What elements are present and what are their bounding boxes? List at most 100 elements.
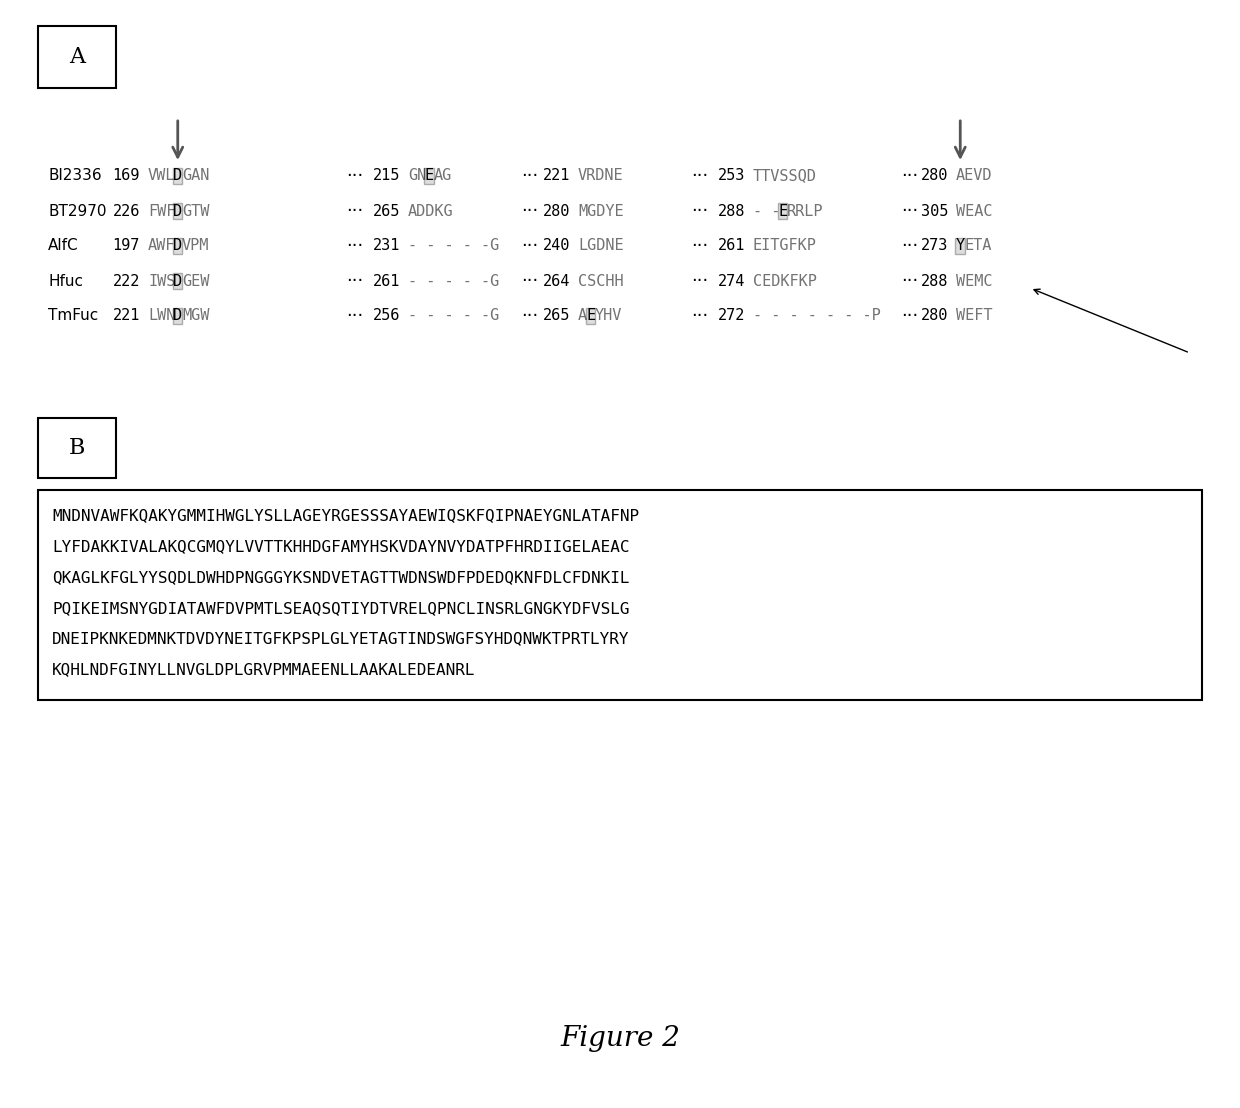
Text: 265: 265 [373, 204, 401, 218]
Text: VRDNE: VRDNE [578, 168, 624, 184]
Text: VWL: VWL [148, 168, 175, 184]
Text: D: D [174, 274, 182, 288]
Bar [172, 274, 182, 289]
Text: ···: ··· [521, 202, 538, 220]
Text: AWF: AWF [148, 238, 175, 254]
Text: ···: ··· [692, 307, 708, 325]
Text: ETA: ETA [965, 238, 992, 254]
Text: - - - - -G: - - - - -G [408, 308, 500, 324]
Text: 265: 265 [543, 308, 570, 324]
Text: D: D [174, 204, 182, 218]
Text: 197: 197 [113, 238, 140, 254]
Text: GAN: GAN [182, 168, 210, 184]
Text: AEVD: AEVD [956, 168, 992, 184]
Text: 280: 280 [920, 308, 949, 324]
Text: ···: ··· [692, 167, 708, 185]
Text: ···: ··· [346, 167, 363, 185]
Text: ···: ··· [521, 167, 538, 185]
Text: 240: 240 [543, 238, 570, 254]
Text: WEMC: WEMC [956, 274, 992, 288]
Text: VPM: VPM [182, 238, 210, 254]
Text: DNEIPKNKEDMNKTDVDYNEITGFKPSPLGLYETAGTINDSWGFSYHDQNWKTPRTLYRY: DNEIPKNKEDMNKTDVDYNEITGFKPSPLGLYETAGTIND… [52, 632, 630, 647]
Text: Figure 2: Figure 2 [560, 1025, 680, 1051]
Text: TmFuc: TmFuc [48, 308, 98, 324]
Text: ···: ··· [521, 237, 538, 255]
Text: ···: ··· [346, 237, 363, 255]
Text: E: E [587, 308, 595, 324]
Text: FWF: FWF [148, 204, 175, 218]
Text: KQHLNDFGINYLLNVGLDPLGRVPMMAEENLLAAKALEDEANRL: KQHLNDFGINYLLNVGLDPLGRVPMMAEENLLAAKALEDE… [52, 663, 475, 677]
Text: 272: 272 [718, 308, 745, 324]
Text: ···: ··· [901, 271, 919, 290]
Text: WEFT: WEFT [956, 308, 992, 324]
Text: TTVSSQD: TTVSSQD [753, 168, 817, 184]
Bar [424, 168, 434, 184]
Text: 288: 288 [920, 274, 949, 288]
Text: A: A [69, 47, 86, 68]
Text: CSCHH: CSCHH [578, 274, 624, 288]
Bar [38, 490, 1202, 700]
Text: 264: 264 [543, 274, 570, 288]
Text: ···: ··· [901, 202, 919, 220]
Text: LGDNE: LGDNE [578, 238, 624, 254]
Bar [172, 238, 182, 254]
Bar [172, 308, 182, 324]
Text: Bl2336: Bl2336 [48, 168, 102, 184]
Bar [38, 25, 117, 88]
Text: LWN: LWN [148, 308, 175, 324]
Bar [955, 238, 965, 254]
Bar [172, 203, 182, 218]
Text: 261: 261 [373, 274, 401, 288]
Bar [38, 418, 117, 478]
Text: AlfC: AlfC [48, 238, 78, 254]
Text: ···: ··· [521, 307, 538, 325]
Text: - - - - -G: - - - - -G [408, 274, 500, 288]
Text: - - - - -G: - - - - -G [408, 238, 500, 254]
Text: ···: ··· [692, 202, 708, 220]
Text: Hfuc: Hfuc [48, 274, 83, 288]
Text: D: D [174, 308, 182, 324]
Text: ···: ··· [692, 237, 708, 255]
Text: B: B [68, 437, 86, 459]
Text: GN: GN [408, 168, 427, 184]
Text: E: E [779, 204, 787, 218]
Text: 222: 222 [113, 274, 140, 288]
Text: MNDNVAWFKQAKYGMMIHWGLYSLLAGEYRGESSSAYAEWIQSKFQIPNAEYGNLATAFNP: MNDNVAWFKQAKYGMMIHWGLYSLLAGEYRGESSSAYAEW… [52, 507, 639, 523]
Text: CEDKFKP: CEDKFKP [753, 274, 817, 288]
Text: RRLP: RRLP [787, 204, 823, 218]
Text: D: D [174, 238, 182, 254]
Text: ···: ··· [346, 202, 363, 220]
Text: 169: 169 [113, 168, 140, 184]
Text: ···: ··· [346, 271, 363, 290]
Text: QKAGLKFGLYYSQDLDWHDPNGGGYKSNDVETAGTTWDNSWDFPDEDQKNFDLCFDNKIL: QKAGLKFGLYYSQDLDWHDPNGGGYKSNDVETAGTTWDNS… [52, 570, 630, 585]
Text: E: E [425, 168, 434, 184]
Text: D: D [174, 168, 182, 184]
Text: ···: ··· [346, 307, 363, 325]
Text: 280: 280 [920, 168, 949, 184]
Text: 305: 305 [920, 204, 949, 218]
Text: 226: 226 [113, 204, 140, 218]
Text: - - - - - - -P: - - - - - - -P [753, 308, 880, 324]
Text: 280: 280 [543, 204, 570, 218]
Text: GTW: GTW [182, 204, 210, 218]
Text: ···: ··· [521, 271, 538, 290]
Text: 231: 231 [373, 238, 401, 254]
Text: 256: 256 [373, 308, 401, 324]
Text: MGDYE: MGDYE [578, 204, 624, 218]
Text: 215: 215 [373, 168, 401, 184]
Text: PQIKEIMSNYGDIATAWFDVPMTLSEAQSQTIYDTVRELQPNCLINSRLGNGKYDFVSLG: PQIKEIMSNYGDIATAWFDVPMTLSEAQSQTIYDTVRELQ… [52, 601, 630, 616]
Text: YHV: YHV [595, 308, 622, 324]
Text: ADDKG: ADDKG [408, 204, 454, 218]
Bar [777, 203, 787, 218]
Text: BT2970: BT2970 [48, 204, 107, 218]
Text: MGW: MGW [182, 308, 210, 324]
Text: ···: ··· [901, 167, 919, 185]
Text: ···: ··· [901, 237, 919, 255]
Text: - -: - - [753, 204, 780, 218]
Text: 261: 261 [718, 238, 745, 254]
Text: LYFDAKKIVALAKQCGMQYLVVTTKHHDGFAMYHSKVDAYNVYDATPFHRDIIGELAEAC: LYFDAKKIVALAKQCGMQYLVVTTKHHDGFAMYHSKVDAY… [52, 538, 630, 554]
Text: 221: 221 [113, 308, 140, 324]
Text: WEAC: WEAC [956, 204, 992, 218]
Text: IWS: IWS [148, 274, 175, 288]
Text: ···: ··· [692, 271, 708, 290]
